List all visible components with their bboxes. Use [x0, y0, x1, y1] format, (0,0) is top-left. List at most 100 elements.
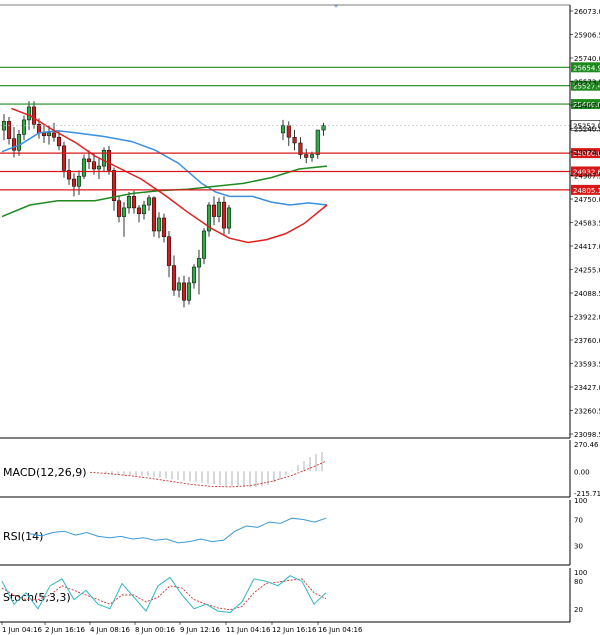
- bullish-candle: [101, 149, 107, 167]
- bullish-candle: [201, 230, 207, 259]
- time-tick-label: 9 Jun 12:16: [180, 626, 221, 634]
- bearish-candle: [181, 282, 187, 301]
- stoch-tick-label: 20: [574, 606, 583, 614]
- price-tick-label: 25573.5: [574, 79, 600, 87]
- time-tick-label: 11 Jun 04:16: [226, 626, 271, 634]
- bullish-candle: [280, 125, 286, 134]
- macd-tick-label: 270.46: [574, 441, 599, 449]
- red-level-tag: [571, 184, 600, 195]
- bearish-candle: [116, 200, 122, 217]
- price-tick-label: 23760.0: [574, 337, 600, 345]
- price-tick-label: 24417.0: [574, 243, 600, 251]
- bearish-candle: [286, 125, 291, 138]
- rsi-tick-label: 30: [574, 543, 583, 551]
- bearish-candle: [11, 138, 17, 151]
- bearish-candle: [31, 106, 37, 125]
- bullish-candle: [196, 258, 202, 268]
- green-level-tag-label: 25527.4: [573, 83, 600, 91]
- macd-panel: MACD(12,26,9): [3, 452, 327, 488]
- time-tick-label: 1 Jun 04:16: [2, 626, 43, 634]
- bullish-candle: [186, 282, 192, 301]
- bullish-candle: [321, 125, 326, 131]
- price-tick-label: 25906.5: [574, 32, 600, 40]
- price-tick-label: 26073.0: [574, 8, 600, 16]
- main-price-panel: 25654.9 25527.4 25400.0 25060.0 24932.6 24805…: [0, 5, 600, 308]
- bullish-candle: [81, 158, 87, 177]
- bearish-candle: [71, 178, 77, 187]
- bearish-candle: [292, 136, 297, 144]
- bearish-candle: [66, 170, 72, 180]
- stoch-k-line: [1, 575, 327, 614]
- price-tick-label: 23593.5: [574, 361, 600, 369]
- price-tick-label: 24750.0: [574, 196, 600, 204]
- stoch-tick-label: 80: [574, 578, 583, 586]
- rsi-line: [29, 517, 327, 544]
- bearish-candle: [61, 145, 67, 171]
- bearish-candle: [161, 217, 167, 238]
- axes-layer: 26073.0 25906.5 25740.0 25573.5 25407.0 25240…: [0, 4, 600, 634]
- stoch-tick-label: 100: [574, 569, 587, 577]
- stoch-d-line: [1, 578, 327, 611]
- bullish-candle: [156, 217, 162, 232]
- bearish-candle: [166, 236, 172, 266]
- red-level-tag: [571, 166, 600, 177]
- macd-tick-label: 0.00: [574, 468, 590, 476]
- time-tick-label: 2 Jun 16:16: [45, 626, 86, 634]
- bearish-candle: [211, 204, 217, 217]
- bullish-candle: [16, 134, 22, 151]
- bearish-candle: [56, 136, 62, 147]
- bullish-candle: [96, 165, 102, 170]
- bullish-candle: [216, 201, 222, 217]
- bullish-candle: [126, 196, 132, 209]
- bullish-candle: [226, 207, 232, 229]
- price-tick-label: 23427.0: [574, 384, 600, 392]
- bearish-candle: [41, 132, 47, 137]
- bearish-candle: [106, 149, 112, 171]
- bearish-candle: [151, 197, 157, 232]
- bullish-candle: [26, 106, 32, 121]
- moving-average-red: [11, 107, 328, 244]
- macd-label: MACD(12,26,9): [3, 466, 87, 479]
- red-level-tag-label: 25060.0: [573, 150, 600, 158]
- green-level-tag: [571, 99, 600, 110]
- macd-signal-line: [89, 460, 327, 488]
- bearish-candle: [6, 121, 12, 139]
- price-tick-label: 23260.5: [574, 408, 600, 416]
- bullish-candle: [76, 175, 82, 187]
- price-tick-label: 23098.5: [574, 431, 600, 439]
- bullish-candle: [146, 197, 152, 206]
- time-tick-label: 4 Jun 08:16: [90, 626, 131, 634]
- time-tick-label: 16 Jun 04:16: [318, 626, 363, 634]
- bearish-candle: [131, 196, 137, 209]
- red-level-tag-label: 24805.1: [573, 187, 600, 195]
- green-level-tag-label: 25654.9: [573, 64, 600, 72]
- bearish-candle: [171, 265, 177, 291]
- price-tick-label: 25240.5: [574, 126, 600, 134]
- bullish-candle: [315, 129, 320, 155]
- bearish-candle: [111, 170, 117, 201]
- bullish-candle: [21, 119, 27, 135]
- current-price-tag: [570, 120, 600, 131]
- rsi-panel: RSI(14): [3, 517, 327, 544]
- green-level-tag: [571, 62, 600, 73]
- rsi-tick-label: 70: [574, 517, 583, 525]
- bearish-candle: [136, 207, 142, 214]
- moving-average-blue: [1, 129, 328, 206]
- red-level-tag: [571, 148, 600, 159]
- stoch-label: Stoch(5,3,3): [3, 591, 71, 604]
- bearish-candle: [51, 132, 57, 138]
- bullish-candle: [121, 207, 127, 217]
- time-tick-label: 8 Jun 00:16: [135, 626, 176, 634]
- price-tick-label: 25407.0: [574, 102, 600, 110]
- stoch-panel: Stoch(5,3,3): [1, 575, 327, 614]
- price-tick-label: 24255.0: [574, 267, 600, 275]
- scroll-marker-icon: [334, 5, 338, 8]
- green-level-tag-label: 25400.0: [573, 101, 600, 109]
- time-tick-label: 12 Jun 16:16: [272, 626, 317, 634]
- macd-tick-label: -215.71: [574, 490, 600, 498]
- bullish-candle: [206, 204, 212, 232]
- bullish-candle: [176, 282, 182, 291]
- bullish-candle: [46, 132, 52, 137]
